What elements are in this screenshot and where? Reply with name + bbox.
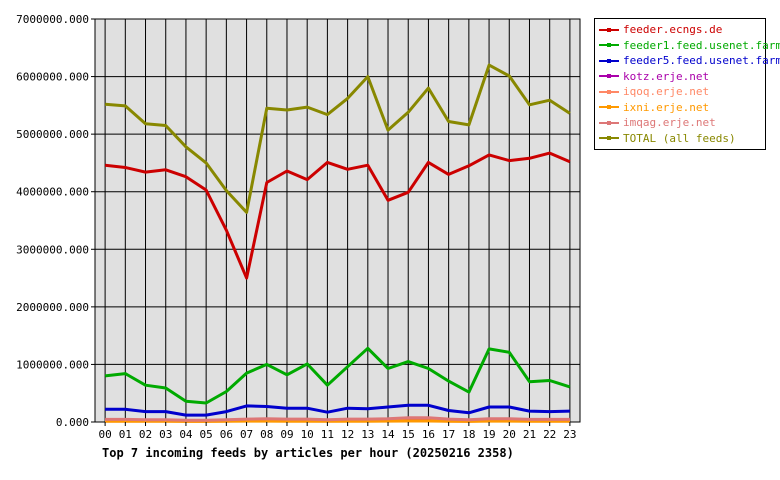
x-tick-label: 12 — [341, 428, 354, 441]
legend-label: imqag.erje.net — [623, 116, 716, 129]
x-tick-label: 11 — [321, 428, 334, 441]
y-tick-label: 2000000.000 — [16, 301, 89, 314]
series-line-6 — [105, 416, 570, 422]
legend-swatch — [599, 43, 619, 47]
x-tick-label: 21 — [523, 428, 536, 441]
legend-item: kotz.erje.net — [599, 69, 709, 84]
x-tick-label: 20 — [503, 428, 516, 441]
x-tick-label: 13 — [361, 428, 374, 441]
x-tick-label: 16 — [422, 428, 435, 441]
chart-title: Top 7 incoming feeds by articles per hou… — [102, 446, 514, 460]
x-tick-label: 17 — [442, 428, 455, 441]
plot-area — [94, 18, 581, 423]
legend-item: feeder5.feed.usenet.farm — [599, 53, 780, 68]
x-tick-label: 07 — [240, 428, 253, 441]
x-tick-label: 19 — [482, 428, 495, 441]
legend-label: TOTAL (all feeds) — [623, 131, 736, 145]
y-axis: 0.000 1000000.000 2000000.000 3000000.000 40… — [16, 13, 95, 429]
x-tick-label: 14 — [381, 428, 395, 441]
x-axis: 00 01 02 03 04 05 06 07 08 09 10 11 12 13 14 15 16 17 18 19… — [98, 422, 577, 441]
series-line-2 — [105, 403, 570, 417]
legend-item: imqag.erje.net — [599, 115, 716, 130]
legend-swatch — [599, 89, 619, 94]
legend-swatch — [599, 27, 619, 32]
series-line-0 — [104, 151, 571, 280]
legend-label: kotz.erje.net — [623, 69, 710, 83]
x-tick-label: 05 — [200, 428, 213, 441]
y-tick-label: 0.000 — [56, 416, 89, 429]
y-tick-label: 6000000.000 — [16, 71, 89, 84]
legend-swatch — [599, 136, 619, 140]
legend-label: ixni.erje.net — [623, 100, 710, 114]
y-tick-label: 3000000.000 — [16, 243, 89, 256]
legend-item: feeder.ecngs.de — [599, 22, 722, 37]
legend-item: ixni.erje.net — [599, 100, 709, 115]
x-tick-label: 23 — [563, 428, 576, 441]
x-tick-label: 04 — [179, 428, 193, 441]
legend-label: feeder1.feed.usenet.farm — [623, 38, 780, 52]
legend-label: feeder.ecngs.de — [623, 23, 723, 36]
legend-item: iqoq.erje.net — [599, 84, 709, 99]
x-tick-label: 10 — [301, 428, 314, 441]
y-tick-label: 5000000.000 — [16, 128, 89, 141]
series-layer — [104, 63, 571, 423]
x-tick-label: 18 — [462, 428, 475, 441]
x-tick-label: 22 — [543, 428, 556, 441]
legend-swatch — [599, 58, 619, 63]
legend-swatch — [599, 120, 619, 125]
x-tick-label: 08 — [260, 428, 273, 441]
x-tick-label: 15 — [402, 428, 415, 441]
x-tick-label: 02 — [139, 428, 152, 441]
legend-swatch — [599, 105, 619, 109]
x-tick-label: 09 — [280, 428, 293, 441]
legend-item: TOTAL (all feeds) — [599, 131, 736, 146]
x-tick-label: 00 — [98, 428, 111, 441]
y-tick-label: 7000000.000 — [16, 13, 89, 26]
x-tick-label: 06 — [220, 428, 233, 441]
legend-label: iqoq.erje.net — [623, 85, 710, 98]
x-tick-label: 01 — [119, 428, 132, 441]
series-line-7 — [104, 63, 571, 214]
legend: feeder.ecngs.de feeder1.feed.usenet.farm f… — [594, 18, 780, 150]
legend-label: feeder5.feed.usenet.farm — [623, 54, 780, 67]
legend-swatch — [599, 74, 619, 78]
x-tick-label: 03 — [159, 428, 172, 441]
legend-item: feeder1.feed.usenet.farm — [599, 38, 780, 53]
series-line-1 — [104, 346, 571, 405]
y-tick-label: 1000000.000 — [16, 358, 89, 371]
y-tick-label: 4000000.000 — [16, 186, 89, 199]
